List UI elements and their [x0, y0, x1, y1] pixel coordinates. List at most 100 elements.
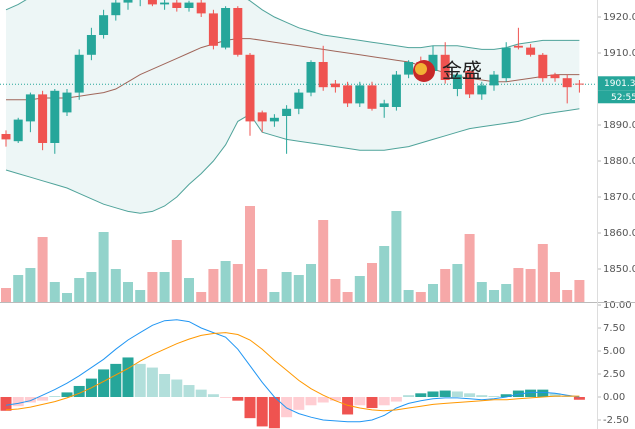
volume-bar [1, 288, 11, 302]
volume-bar [62, 293, 72, 302]
candle-body [477, 85, 487, 95]
candle-body [111, 2, 121, 16]
macd-histogram-bar [525, 389, 537, 397]
macd-y-tick-label: 2.50 [603, 369, 625, 380]
candle-body [221, 7, 231, 48]
macd-y-tick-label: 10.00 [603, 300, 632, 311]
candle-body [501, 47, 511, 79]
macd-histogram-bar [281, 396, 293, 418]
macd-histogram-bar [537, 389, 549, 397]
macd-histogram-bar [98, 369, 110, 397]
candle-body [160, 2, 170, 5]
volume-bar [232, 264, 243, 302]
bollinger-lower [5, 108, 580, 214]
volume-bar [440, 269, 451, 302]
price-axis: 1920.00 1910.00 1890.00 1880.00 1870.00 1860.… [597, 12, 635, 426]
candle-body [391, 74, 401, 107]
y-tick-label: 1860.00 [603, 228, 635, 239]
macd-y-tick-label: 0.00 [603, 392, 625, 403]
macd-pane [0, 319, 585, 429]
bollinger-middle [6, 38, 580, 101]
volume-bar [574, 280, 585, 302]
volume-bar [257, 269, 268, 302]
volume-bar [245, 206, 255, 302]
candle-body [574, 83, 584, 85]
volume-bar [86, 272, 97, 302]
candle-body [452, 74, 462, 89]
candle-body [440, 54, 450, 80]
candle-body [562, 78, 572, 88]
candle-body [526, 47, 536, 55]
candle-body [196, 2, 206, 14]
volume-bar [25, 268, 36, 302]
candle-body [99, 15, 109, 35]
volume-bar [269, 292, 280, 302]
macd-line [5, 319, 580, 423]
candle-body [428, 54, 438, 71]
macd-histogram-bar [390, 396, 402, 402]
volume-bar [391, 211, 402, 302]
bollinger-area [6, 0, 580, 214]
macd-histogram-bar [232, 396, 244, 401]
macd-histogram-bar [415, 393, 427, 397]
candle-body [257, 112, 267, 122]
volume-bar [379, 246, 390, 302]
logo-inner [415, 63, 427, 75]
macd-histogram-bar [0, 396, 12, 411]
volume-bar [37, 237, 48, 302]
macd-histogram-bar [403, 395, 415, 397]
volume-bar [354, 276, 365, 302]
candle-body [367, 85, 377, 109]
watermark: 金盛 [442, 59, 482, 83]
candle-body [172, 2, 182, 8]
y-tick-label: 1850.00 [603, 264, 635, 275]
candle-body [50, 90, 60, 143]
signal-line [5, 332, 580, 412]
candle-body [208, 13, 218, 46]
candle-body [38, 94, 48, 143]
volume-bar [13, 275, 24, 302]
volume-bar [306, 264, 316, 302]
macd-histogram-bar [37, 396, 49, 401]
last-price-box [598, 76, 635, 91]
candle-body [318, 61, 328, 88]
volume-bar [196, 292, 207, 302]
volume-bar [98, 232, 109, 302]
volume-bar [452, 264, 463, 302]
candle-body [1, 133, 11, 140]
macd-histogram-bar [476, 395, 488, 397]
macd-y-tick-label: -2.50 [603, 415, 629, 426]
y-tick-label: 1890.00 [603, 120, 635, 131]
macd-histogram-bar [256, 396, 268, 427]
macd-histogram-bar [24, 396, 36, 403]
candle-body [489, 74, 499, 86]
volume-bar [171, 240, 182, 302]
volume-bar [330, 279, 341, 302]
macd-histogram-bar [146, 367, 158, 397]
candle-body [13, 119, 23, 142]
candle-body [269, 117, 279, 122]
macd-histogram-bar [220, 396, 232, 398]
macd-histogram-bar [207, 394, 219, 397]
y-tick-label: 1920.00 [603, 12, 635, 23]
candle-body [282, 108, 292, 116]
macd-histogram-bar [49, 396, 61, 397]
candle-body [147, 0, 157, 5]
volume-bar [293, 275, 304, 302]
candle-body [550, 74, 560, 79]
candle-body [379, 103, 389, 107]
volume-bar [123, 282, 133, 302]
macd-histogram-bar [61, 392, 73, 397]
volume-bar [501, 284, 512, 302]
volume-bar [513, 268, 524, 302]
bollinger-upper [5, 0, 580, 50]
volume-bar [403, 290, 414, 302]
price-pane: 金盛 [0, 0, 597, 302]
macd-histogram-bar [195, 389, 207, 397]
volume-bar [281, 272, 292, 302]
volume-bar [342, 292, 353, 302]
volume-bar [562, 290, 573, 302]
macd-histogram-bar [317, 396, 329, 403]
volume-bar [74, 278, 85, 302]
